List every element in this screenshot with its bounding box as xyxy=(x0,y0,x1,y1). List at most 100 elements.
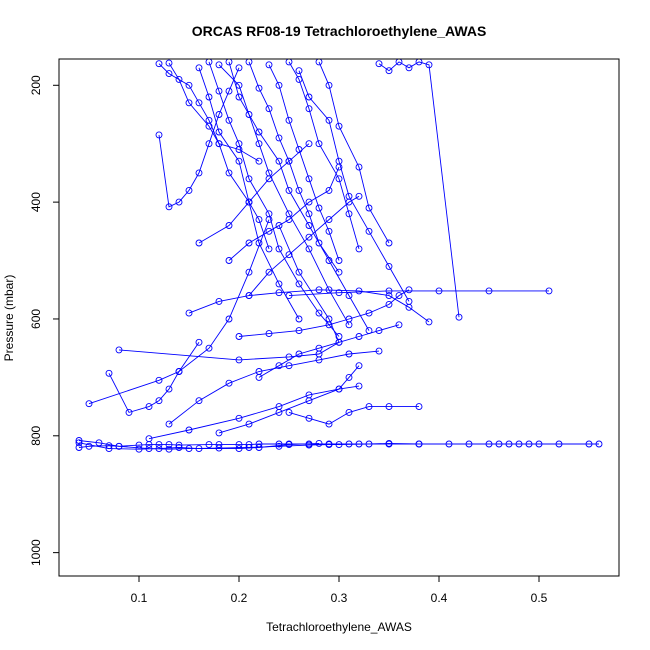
data-point xyxy=(135,445,143,453)
series-20 xyxy=(285,287,553,300)
data-point xyxy=(225,169,233,177)
data-point xyxy=(235,157,243,165)
data-point xyxy=(225,222,233,229)
data-point xyxy=(405,303,413,311)
series-25 xyxy=(285,403,423,428)
chart-title: ORCAS RF08-19 Tetrachloroethylene_AWAS xyxy=(192,23,487,39)
data-point xyxy=(315,204,323,212)
data-point xyxy=(435,287,443,295)
data-point xyxy=(485,440,493,448)
data-point xyxy=(355,333,363,340)
data-point xyxy=(275,280,283,288)
series-line xyxy=(168,350,380,425)
series-line xyxy=(288,61,360,250)
data-point xyxy=(195,64,203,72)
y-tick-label: 800 xyxy=(29,425,43,445)
data-point xyxy=(305,245,313,253)
series-line xyxy=(298,70,410,302)
data-point xyxy=(525,440,533,448)
data-point xyxy=(225,116,233,124)
series-23 xyxy=(165,347,383,428)
data-point xyxy=(255,128,263,136)
data-point xyxy=(245,268,253,276)
data-point xyxy=(255,368,263,375)
data-point xyxy=(335,289,343,297)
data-point xyxy=(315,239,323,247)
data-point xyxy=(185,309,193,317)
data-point xyxy=(335,441,343,449)
data-point xyxy=(215,444,223,452)
data-point xyxy=(155,441,163,449)
data-point xyxy=(215,87,223,95)
data-point xyxy=(285,362,293,370)
data-point xyxy=(345,408,353,416)
data-point xyxy=(375,327,383,335)
data-point xyxy=(385,67,393,75)
data-point xyxy=(265,330,273,338)
series-line xyxy=(318,61,390,244)
data-point xyxy=(325,186,333,194)
data-point xyxy=(105,369,113,377)
data-point xyxy=(175,441,183,449)
data-point xyxy=(305,140,313,148)
data-point xyxy=(395,59,403,66)
data-point xyxy=(295,186,303,194)
data-point xyxy=(75,437,83,444)
series-5 xyxy=(115,222,343,364)
data-point xyxy=(225,87,233,95)
data-point xyxy=(255,444,263,451)
data-point xyxy=(305,210,313,218)
data-point xyxy=(165,70,173,78)
data-point xyxy=(305,93,313,101)
data-point xyxy=(305,233,313,241)
data-point xyxy=(265,105,273,113)
series-line xyxy=(258,324,400,378)
data-point xyxy=(505,440,513,448)
data-point xyxy=(375,347,383,355)
data-point xyxy=(195,169,203,177)
data-point xyxy=(115,442,123,450)
series-line xyxy=(118,225,340,361)
data-point xyxy=(345,373,353,381)
data-point xyxy=(275,81,283,89)
data-point xyxy=(365,227,373,235)
series-line xyxy=(198,67,300,320)
series-line xyxy=(158,67,240,208)
data-point xyxy=(205,122,213,130)
data-point xyxy=(295,327,303,335)
data-point xyxy=(595,440,603,448)
data-point xyxy=(205,344,213,352)
data-point xyxy=(305,105,313,113)
data-point xyxy=(305,441,313,449)
data-point xyxy=(285,157,293,165)
series-10 xyxy=(205,59,343,340)
data-point xyxy=(215,441,223,449)
data-point xyxy=(465,440,473,448)
data-point xyxy=(265,210,273,218)
data-point xyxy=(285,116,293,124)
data-point xyxy=(275,222,283,229)
y-tick-label: 1000 xyxy=(29,539,43,566)
data-point xyxy=(295,350,303,358)
series-6 xyxy=(155,64,243,211)
data-point xyxy=(195,397,203,405)
data-point xyxy=(165,445,173,453)
data-point xyxy=(295,280,303,288)
data-point xyxy=(355,163,363,171)
series-26 xyxy=(215,362,363,437)
data-point xyxy=(165,203,173,211)
data-point xyxy=(365,204,373,212)
data-point xyxy=(185,81,193,89)
data-point xyxy=(245,198,253,206)
data-point xyxy=(385,262,393,270)
series-line xyxy=(268,64,340,261)
y-axis-label: Pressure (mbar) xyxy=(2,275,16,362)
data-point xyxy=(245,292,253,300)
data-point xyxy=(315,439,323,447)
data-point xyxy=(385,292,393,300)
data-point xyxy=(155,445,163,453)
data-point xyxy=(275,362,283,370)
series-line xyxy=(88,219,270,405)
data-point xyxy=(515,440,523,448)
